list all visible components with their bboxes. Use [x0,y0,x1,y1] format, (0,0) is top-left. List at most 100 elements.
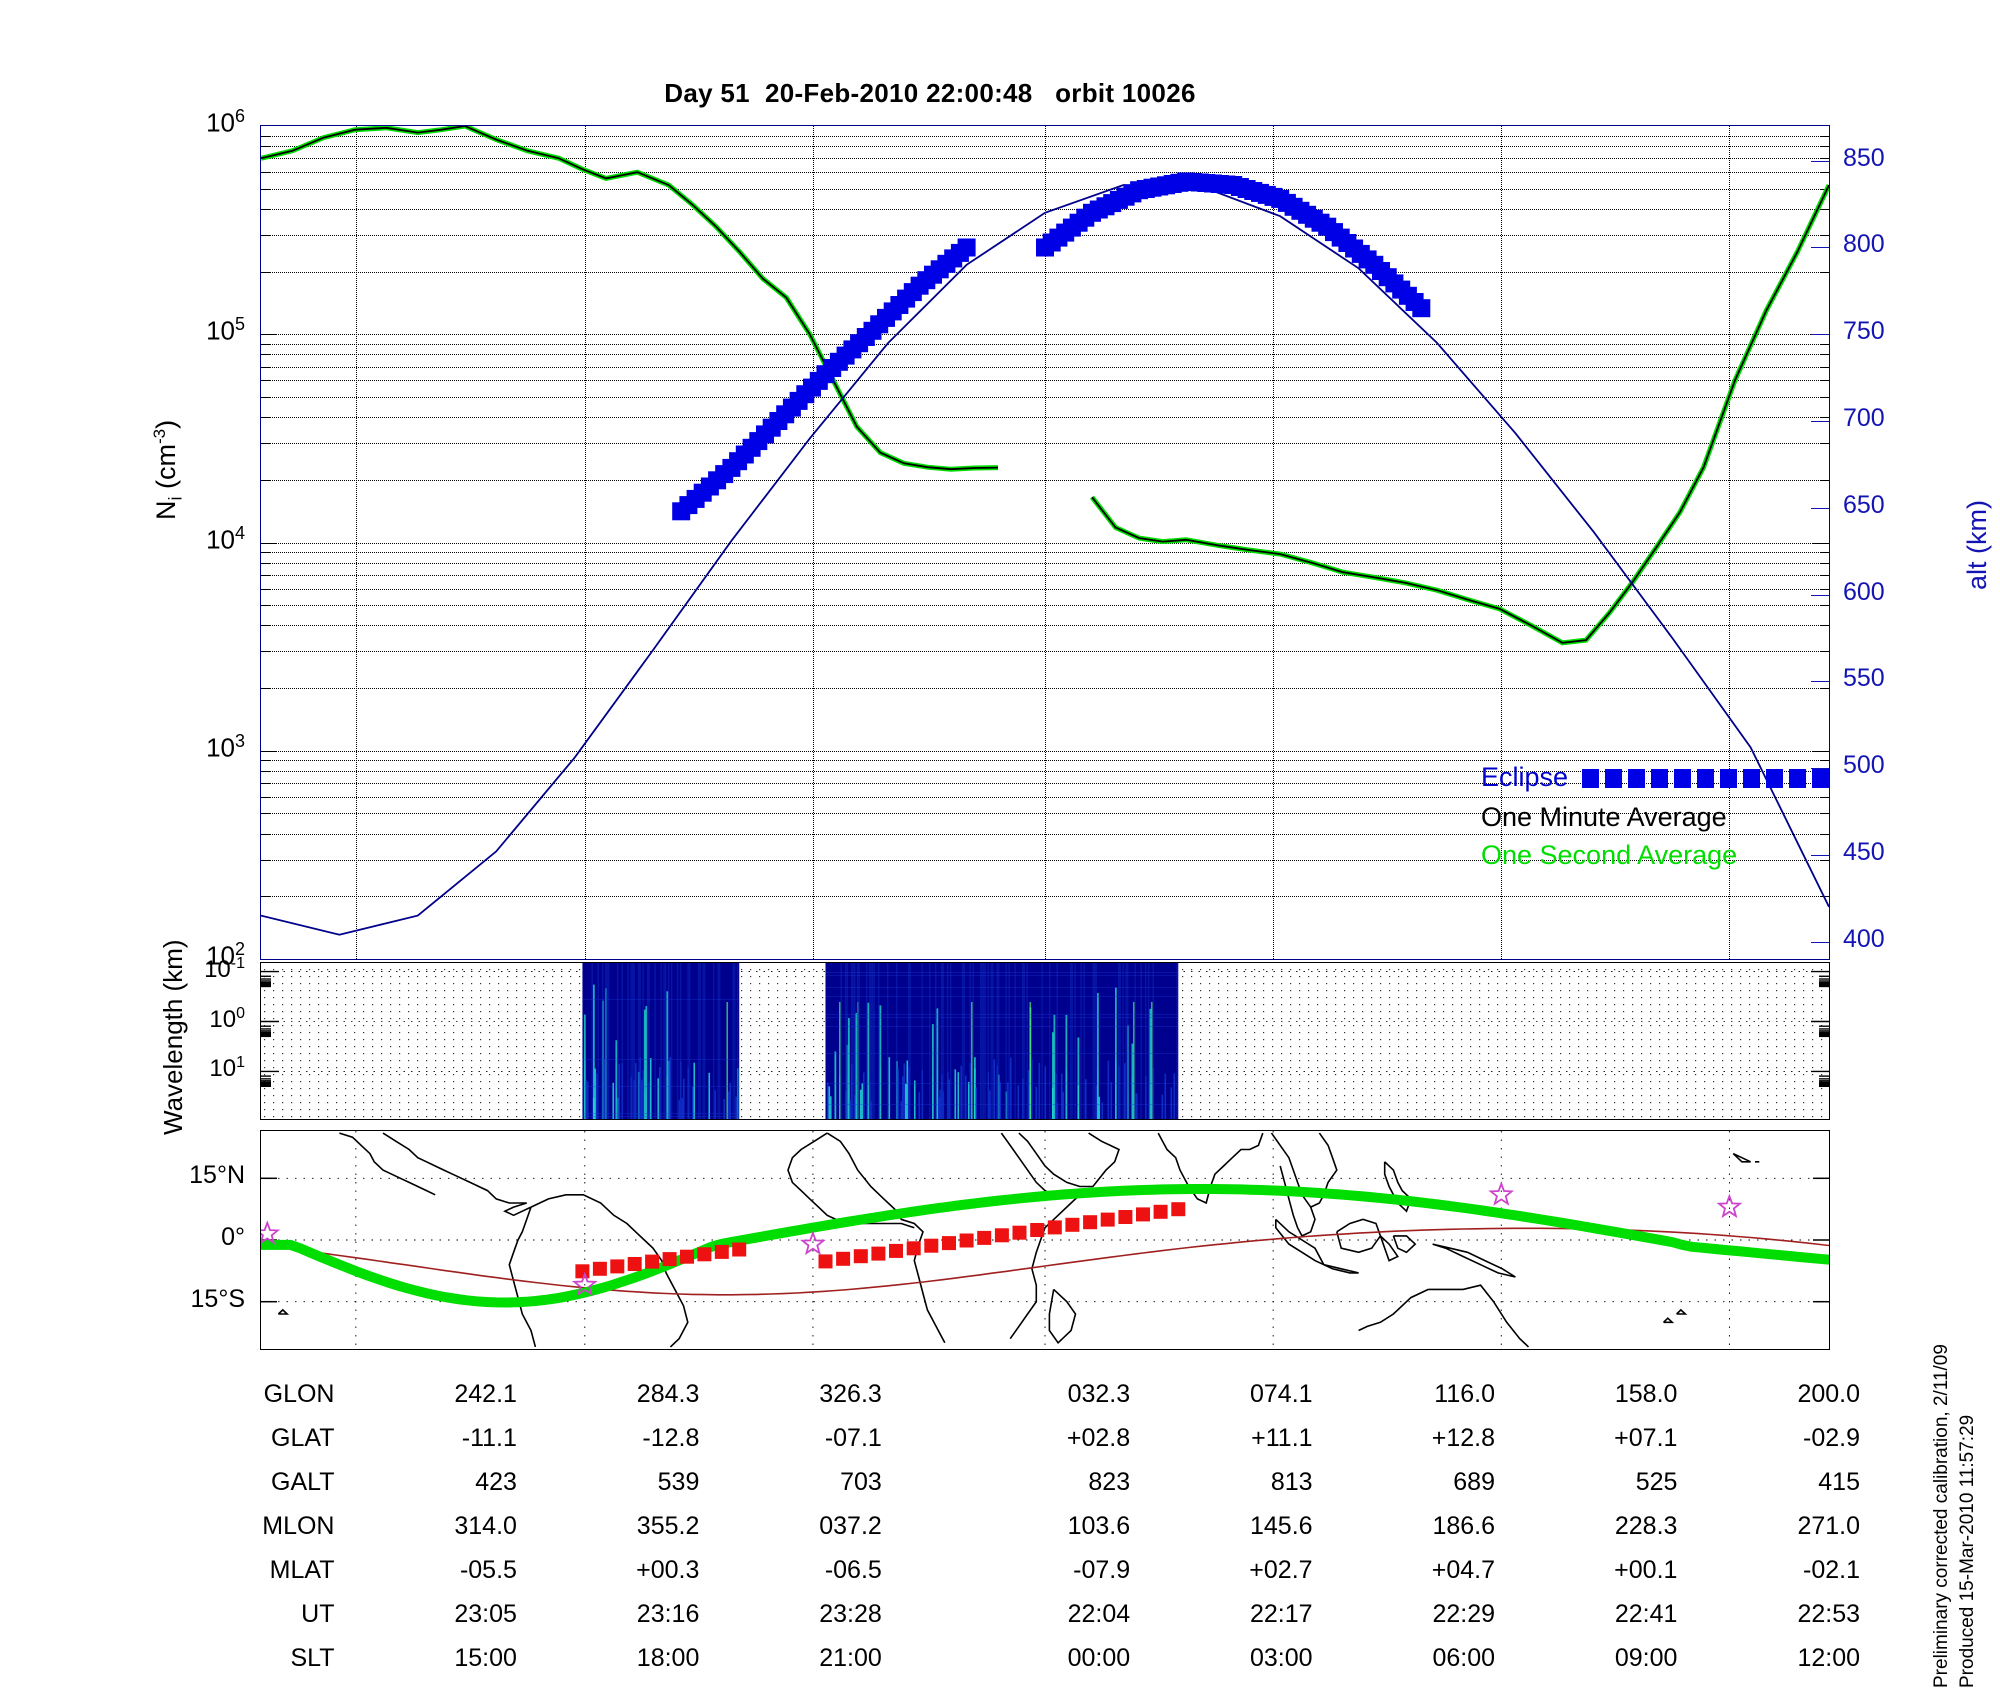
map-graphics [261,1131,1829,1349]
legend-one-minute: One Minute Average [1481,801,1727,832]
left-tick-4: 104 [206,522,245,555]
right-tick-800: 800 [1843,230,1885,259]
table-cell: 037.2 [819,1511,882,1540]
right-tick-650: 650 [1843,490,1885,519]
table-cell: +00.1 [1614,1555,1678,1584]
table-cell: 22:53 [1797,1599,1860,1628]
table-cell: 18:00 [636,1643,700,1672]
table-row: MLON 314.0 355.2 037.2 103.6 145.6 186.6 228.3 2… [0,1504,1860,1548]
plot-legend: Eclipse One Minute Average One Second Av… [1481,758,1829,874]
right-tick-750: 750 [1843,317,1885,346]
table-cell: 03:00 [1250,1643,1313,1672]
table-cell: +02.7 [1249,1555,1313,1584]
table-row-label-ut: UT [301,1599,335,1628]
right-axis-title: alt (km) [1962,500,1992,590]
right-tick-550: 550 [1843,664,1885,693]
right-tick-450: 450 [1843,837,1885,866]
table-row: GLAT -11.1 -12.8 -07.1 +02.8 +11.1 +12.8 +07.1 -… [0,1416,1860,1460]
map-tick-15: 15°N [189,1161,245,1190]
table-cell: 22:29 [1432,1599,1495,1628]
table-cell: -07.1 [824,1423,882,1452]
ephemeris-table: GLON 242.1 284.3 326.3 032.3 074.1 116.0 158.0 2… [0,1372,1860,1680]
table-cell: 284.3 [636,1379,700,1408]
table-cell: 242.1 [454,1379,517,1408]
right-tick-400: 400 [1843,924,1885,953]
table-row-label-slt: SLT [290,1643,335,1672]
table-row: GALT 423 539 703 823 813 689 525 415 [0,1460,1860,1504]
table-cell: -02.1 [1803,1555,1860,1584]
table-cell: 032.3 [1067,1379,1131,1408]
table-cell: 22:04 [1067,1599,1131,1628]
table-row-label-glon: GLON [263,1379,335,1408]
table-cell: 813 [1270,1467,1313,1496]
table-cell: 415 [1818,1467,1860,1496]
table-cell: +00.3 [636,1555,700,1584]
table-row: MLAT -05.5 +00.3 -06.5 -07.9 +02.7 +04.7 +00.1 -… [0,1548,1860,1592]
table-cell: -11.1 [461,1423,517,1452]
table-cell: 326.3 [819,1379,882,1408]
table-row: GLON 242.1 284.3 326.3 032.3 074.1 116.0 158.0 2… [0,1372,1860,1416]
right-tick-700: 700 [1843,404,1885,433]
table-cell: +07.1 [1614,1423,1678,1452]
table-row-label-mlat: MLAT [269,1555,335,1584]
table-cell: 06:00 [1432,1643,1495,1672]
table-cell: -07.9 [1073,1555,1131,1584]
table-row-label-galt: GALT [271,1467,335,1496]
ephemeris-table-element: GLON 242.1 284.3 326.3 032.3 074.1 116.0 158.0 2… [0,1372,1860,1680]
table-cell: 539 [657,1467,700,1496]
table-cell: +11.1 [1251,1423,1313,1452]
table-cell: 09:00 [1614,1643,1678,1672]
table-cell: +02.8 [1066,1423,1131,1452]
table-cell: 186.6 [1432,1511,1495,1540]
table-cell: 22:41 [1614,1599,1678,1628]
table-cell: 158.0 [1614,1379,1678,1408]
left-tick-5: 105 [206,314,245,346]
table-cell: 00:00 [1067,1643,1131,1672]
table-cell: -02.9 [1803,1423,1860,1452]
left-tick-2: 102 [206,939,245,971]
main-plot-traces [261,126,1829,936]
legend-eclipse-label: Eclipse [1481,762,1569,792]
table-cell: +04.7 [1431,1555,1495,1584]
wavelength-tick--1: 10-1 [204,954,245,983]
table-cell: 703 [840,1467,882,1496]
table-cell: 689 [1453,1467,1495,1496]
table-cell: -12.8 [642,1423,700,1452]
table-row: UT 23:05 23:16 23:28 22:04 22:17 22:29 22:41 22:… [0,1592,1860,1636]
right-tick-850: 850 [1843,143,1885,172]
table-cell: -06.5 [824,1555,882,1584]
wavelength-spectrogram-panel [260,962,1830,1120]
table-cell: 12:00 [1797,1643,1860,1672]
table-row-label-mlon: MLON [262,1511,335,1540]
map-tick-0: 0° [221,1223,245,1251]
eclipse-swatch-icon [1582,760,1829,798]
table-row: SLT 15:00 18:00 21:00 00:00 03:00 06:00 09:00 12… [0,1636,1860,1680]
wavelength-tick-1: 101 [209,1054,245,1083]
table-cell: 116.0 [1434,1379,1495,1408]
table-cell: 355.2 [636,1511,700,1540]
table-cell: 271.0 [1797,1511,1860,1540]
right-tick-500: 500 [1843,751,1885,780]
right-tick-600: 600 [1843,577,1885,606]
table-cell: +12.8 [1431,1423,1495,1452]
page-title: Day 51 20-Feb-2010 22:00:48 orbit 10026 [664,78,1196,108]
table-cell: 074.1 [1250,1379,1313,1408]
ni-altitude-plot-panel: Eclipse One Minute Average One Second Av… [260,125,1830,960]
table-cell: 525 [1635,1467,1678,1496]
left-tick-6: 106 [206,106,245,138]
table-cell: 145.6 [1250,1511,1313,1540]
map-tick--15: 15°S [190,1284,245,1313]
credit-line-2: Produced 15-Mar-2010 11:57:29 [1957,1414,1978,1688]
credit-line-1: Preliminary corrected calibration, 2/11/… [1931,1344,1952,1688]
table-cell: 23:28 [819,1599,882,1628]
table-cell: 21:00 [819,1643,882,1672]
table-cell: 200.0 [1797,1379,1860,1408]
table-row-label-glat: GLAT [271,1423,335,1452]
table-cell: -05.5 [459,1555,517,1584]
legend-eclipse: Eclipse [1481,758,1829,798]
table-cell: 103.6 [1067,1511,1131,1540]
table-cell: 423 [475,1467,517,1496]
table-cell: 23:16 [636,1599,700,1628]
ground-track-map-panel [260,1130,1830,1350]
table-cell: 823 [1088,1467,1131,1496]
